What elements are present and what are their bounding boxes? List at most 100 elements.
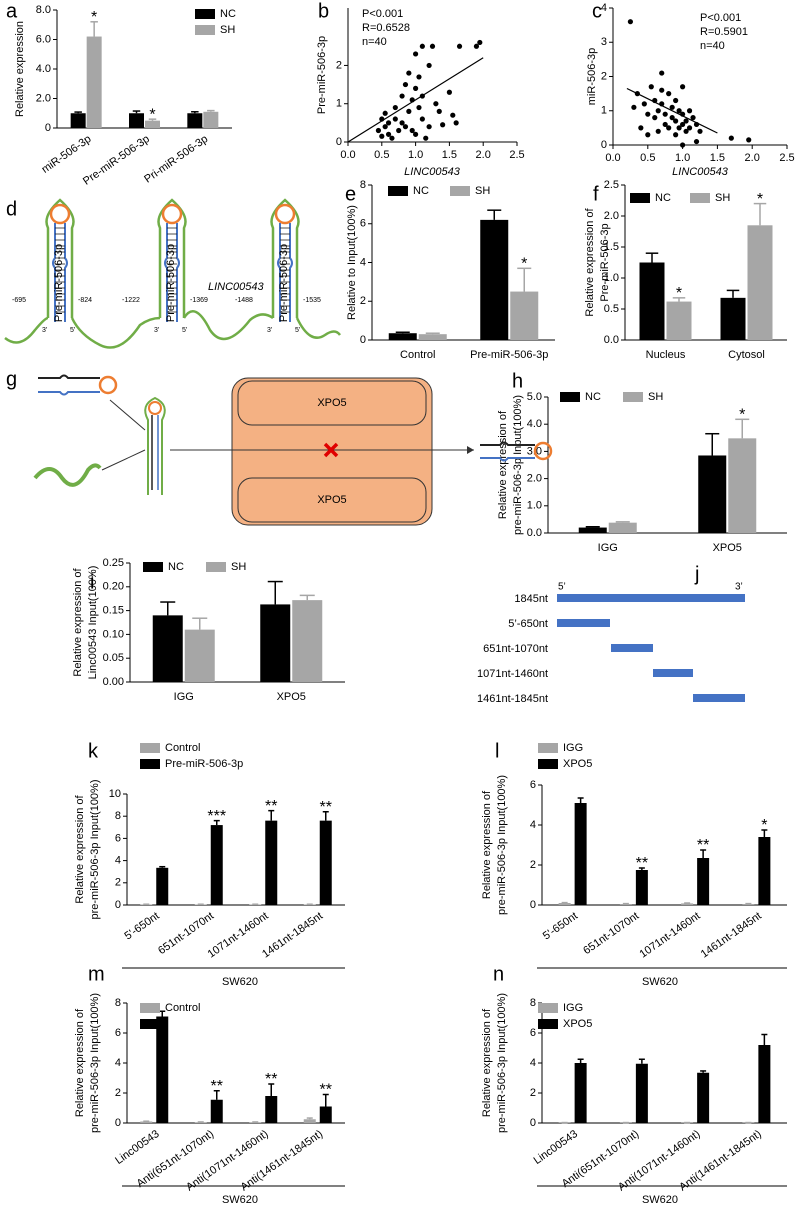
x-axis-label: LINC00543 bbox=[672, 166, 729, 178]
panel-letter: f bbox=[593, 183, 599, 205]
stat-annotation: n=40 bbox=[700, 40, 725, 52]
segment bbox=[653, 669, 693, 677]
point bbox=[690, 115, 696, 121]
legend-label: NC bbox=[220, 8, 236, 20]
bar bbox=[681, 903, 694, 905]
y-tick-label: 0 bbox=[360, 334, 366, 346]
legend-swatch bbox=[538, 743, 558, 753]
y-tick-label: 2 bbox=[336, 59, 342, 71]
bar bbox=[635, 870, 648, 905]
x-tick-label: Cytosol bbox=[728, 349, 765, 361]
significance: * bbox=[739, 407, 745, 424]
significance: * bbox=[761, 817, 767, 834]
point bbox=[655, 128, 661, 134]
point bbox=[385, 131, 392, 137]
bar bbox=[697, 1072, 710, 1123]
position: -695 bbox=[12, 297, 26, 304]
bar bbox=[510, 291, 539, 340]
stem-strand bbox=[52, 223, 68, 322]
point bbox=[429, 43, 436, 49]
legend-label: SH bbox=[231, 561, 246, 573]
y-tick-label: 4 bbox=[530, 1057, 536, 1069]
legend-swatch bbox=[206, 562, 226, 572]
point bbox=[666, 91, 672, 97]
bar bbox=[156, 1016, 169, 1123]
xpo5-bottom bbox=[237, 477, 427, 523]
y-axis-label: Relative expression of bbox=[74, 1008, 86, 1117]
y-tick-label: 2 bbox=[530, 859, 536, 871]
bar bbox=[260, 604, 291, 682]
y-tick-label: 0.0 bbox=[527, 527, 542, 539]
segment bbox=[557, 594, 745, 602]
significance: * bbox=[676, 285, 682, 302]
panel-letter: e bbox=[345, 183, 356, 205]
point bbox=[413, 51, 419, 57]
legend-swatch bbox=[538, 1003, 558, 1013]
significance: ** bbox=[320, 799, 332, 816]
y-axis-label: pre-miR-506-3p Input(100%) bbox=[496, 993, 508, 1133]
significance: * bbox=[91, 9, 97, 26]
position: -824 bbox=[78, 297, 92, 304]
x-tick-label: XPO5 bbox=[713, 542, 742, 554]
legend-label: SH bbox=[220, 24, 235, 36]
y-tick-label: 8 bbox=[115, 997, 121, 1009]
bar bbox=[747, 225, 773, 340]
y-tick-label: 6.0 bbox=[36, 33, 51, 45]
y-tick-label: 0 bbox=[336, 136, 342, 148]
segment-label: 1071nt-1460nt bbox=[477, 668, 548, 680]
duplex-top bbox=[38, 374, 100, 379]
y-tick-label: 2 bbox=[115, 877, 121, 889]
end-label: 3’ bbox=[735, 582, 743, 593]
x-tick-label: 651nt-1070nt bbox=[581, 910, 641, 957]
point bbox=[627, 19, 634, 25]
point bbox=[662, 121, 668, 128]
y-tick-label: 8.0 bbox=[36, 4, 51, 16]
legend-label: NC bbox=[655, 192, 671, 204]
point bbox=[683, 128, 689, 134]
y-tick-label: 0 bbox=[115, 899, 121, 911]
y-tick-label: 6 bbox=[530, 1027, 536, 1039]
y-axis-label: Relative to Input(100%) bbox=[346, 205, 358, 320]
fit-line bbox=[626, 87, 718, 134]
legend-swatch bbox=[538, 759, 558, 769]
y-axis-label: Pre-miR-506-3p bbox=[316, 36, 328, 114]
x-tick-label: 1071nt-1460nt bbox=[638, 910, 703, 961]
strand-end: 5' bbox=[295, 327, 300, 334]
point bbox=[673, 118, 679, 124]
y-tick-label: 1.0 bbox=[604, 272, 619, 284]
stat-annotation: n=40 bbox=[362, 36, 387, 48]
significance: ** bbox=[636, 855, 648, 872]
point bbox=[673, 132, 679, 138]
point bbox=[683, 118, 689, 124]
x-tick-label: 2.5 bbox=[509, 149, 524, 161]
y-tick-label: 8 bbox=[530, 997, 536, 1009]
panel-letter: g bbox=[6, 368, 17, 390]
bar bbox=[140, 1121, 153, 1123]
legend-label: XPO5 bbox=[563, 1018, 592, 1030]
point bbox=[456, 43, 463, 49]
legend-swatch bbox=[560, 392, 580, 402]
y-axis-label: Relative expression of bbox=[74, 794, 86, 903]
position: -1222 bbox=[122, 297, 140, 304]
y-tick-label: 4 bbox=[115, 1057, 121, 1069]
x-tick-label: 0.5 bbox=[640, 152, 655, 164]
y-tick-label: 0.00 bbox=[103, 676, 124, 688]
panel-letter: a bbox=[6, 0, 18, 22]
significance: * bbox=[521, 256, 527, 273]
y-tick-label: 0.20 bbox=[103, 581, 124, 593]
x-tick-label: 5'-650nt bbox=[122, 910, 161, 942]
y-tick-label: 3 bbox=[601, 36, 607, 48]
bar bbox=[728, 438, 757, 533]
y-tick-label: 2.5 bbox=[604, 179, 619, 191]
legend-swatch bbox=[623, 392, 643, 402]
segment-label: 1461nt-1845nt bbox=[477, 693, 548, 705]
point bbox=[686, 108, 693, 114]
point bbox=[676, 108, 682, 114]
protein-label: XPO5 bbox=[317, 494, 346, 506]
point bbox=[641, 101, 647, 107]
legend-swatch bbox=[140, 1019, 160, 1029]
point bbox=[382, 124, 388, 130]
segment-label: 5’-650nt bbox=[508, 618, 548, 630]
y-tick-label: 4.0 bbox=[527, 418, 542, 430]
y-axis-label: Relative expression of bbox=[481, 790, 493, 899]
